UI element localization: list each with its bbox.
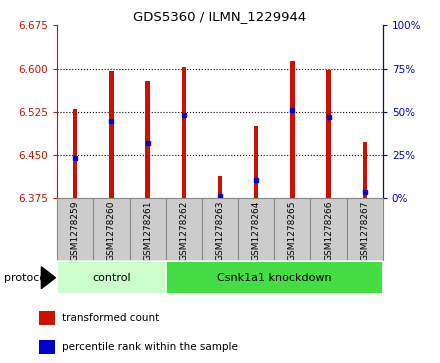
Bar <box>73 109 77 198</box>
Text: Csnk1a1 knockdown: Csnk1a1 knockdown <box>217 273 332 283</box>
Bar <box>290 61 294 198</box>
Text: GSM1278261: GSM1278261 <box>143 201 152 261</box>
Text: GSM1278259: GSM1278259 <box>71 201 80 261</box>
Text: percentile rank within the sample: percentile rank within the sample <box>62 342 238 352</box>
Text: transformed count: transformed count <box>62 313 160 323</box>
Bar <box>109 72 114 198</box>
Bar <box>182 67 186 198</box>
Bar <box>254 126 258 198</box>
Bar <box>146 81 150 198</box>
Text: GSM1278263: GSM1278263 <box>216 201 224 261</box>
FancyBboxPatch shape <box>202 198 238 260</box>
Bar <box>363 142 367 198</box>
FancyBboxPatch shape <box>347 198 383 260</box>
Title: GDS5360 / ILMN_1229944: GDS5360 / ILMN_1229944 <box>133 10 307 23</box>
Text: GSM1278264: GSM1278264 <box>252 201 260 261</box>
Bar <box>218 176 222 198</box>
FancyBboxPatch shape <box>274 198 311 260</box>
Bar <box>39 311 55 325</box>
FancyBboxPatch shape <box>166 261 383 294</box>
Bar <box>39 340 55 354</box>
FancyBboxPatch shape <box>57 198 93 260</box>
FancyBboxPatch shape <box>238 198 274 260</box>
FancyBboxPatch shape <box>311 198 347 260</box>
Text: GSM1278262: GSM1278262 <box>180 201 188 261</box>
Text: control: control <box>92 273 131 283</box>
Text: GSM1278267: GSM1278267 <box>360 201 369 261</box>
FancyBboxPatch shape <box>57 261 166 294</box>
FancyBboxPatch shape <box>166 198 202 260</box>
FancyBboxPatch shape <box>93 198 129 260</box>
Text: GSM1278265: GSM1278265 <box>288 201 297 261</box>
Text: protocol: protocol <box>4 273 50 283</box>
Polygon shape <box>41 267 55 289</box>
Text: GSM1278260: GSM1278260 <box>107 201 116 261</box>
Bar <box>326 70 331 198</box>
FancyBboxPatch shape <box>129 198 166 260</box>
Text: GSM1278266: GSM1278266 <box>324 201 333 261</box>
